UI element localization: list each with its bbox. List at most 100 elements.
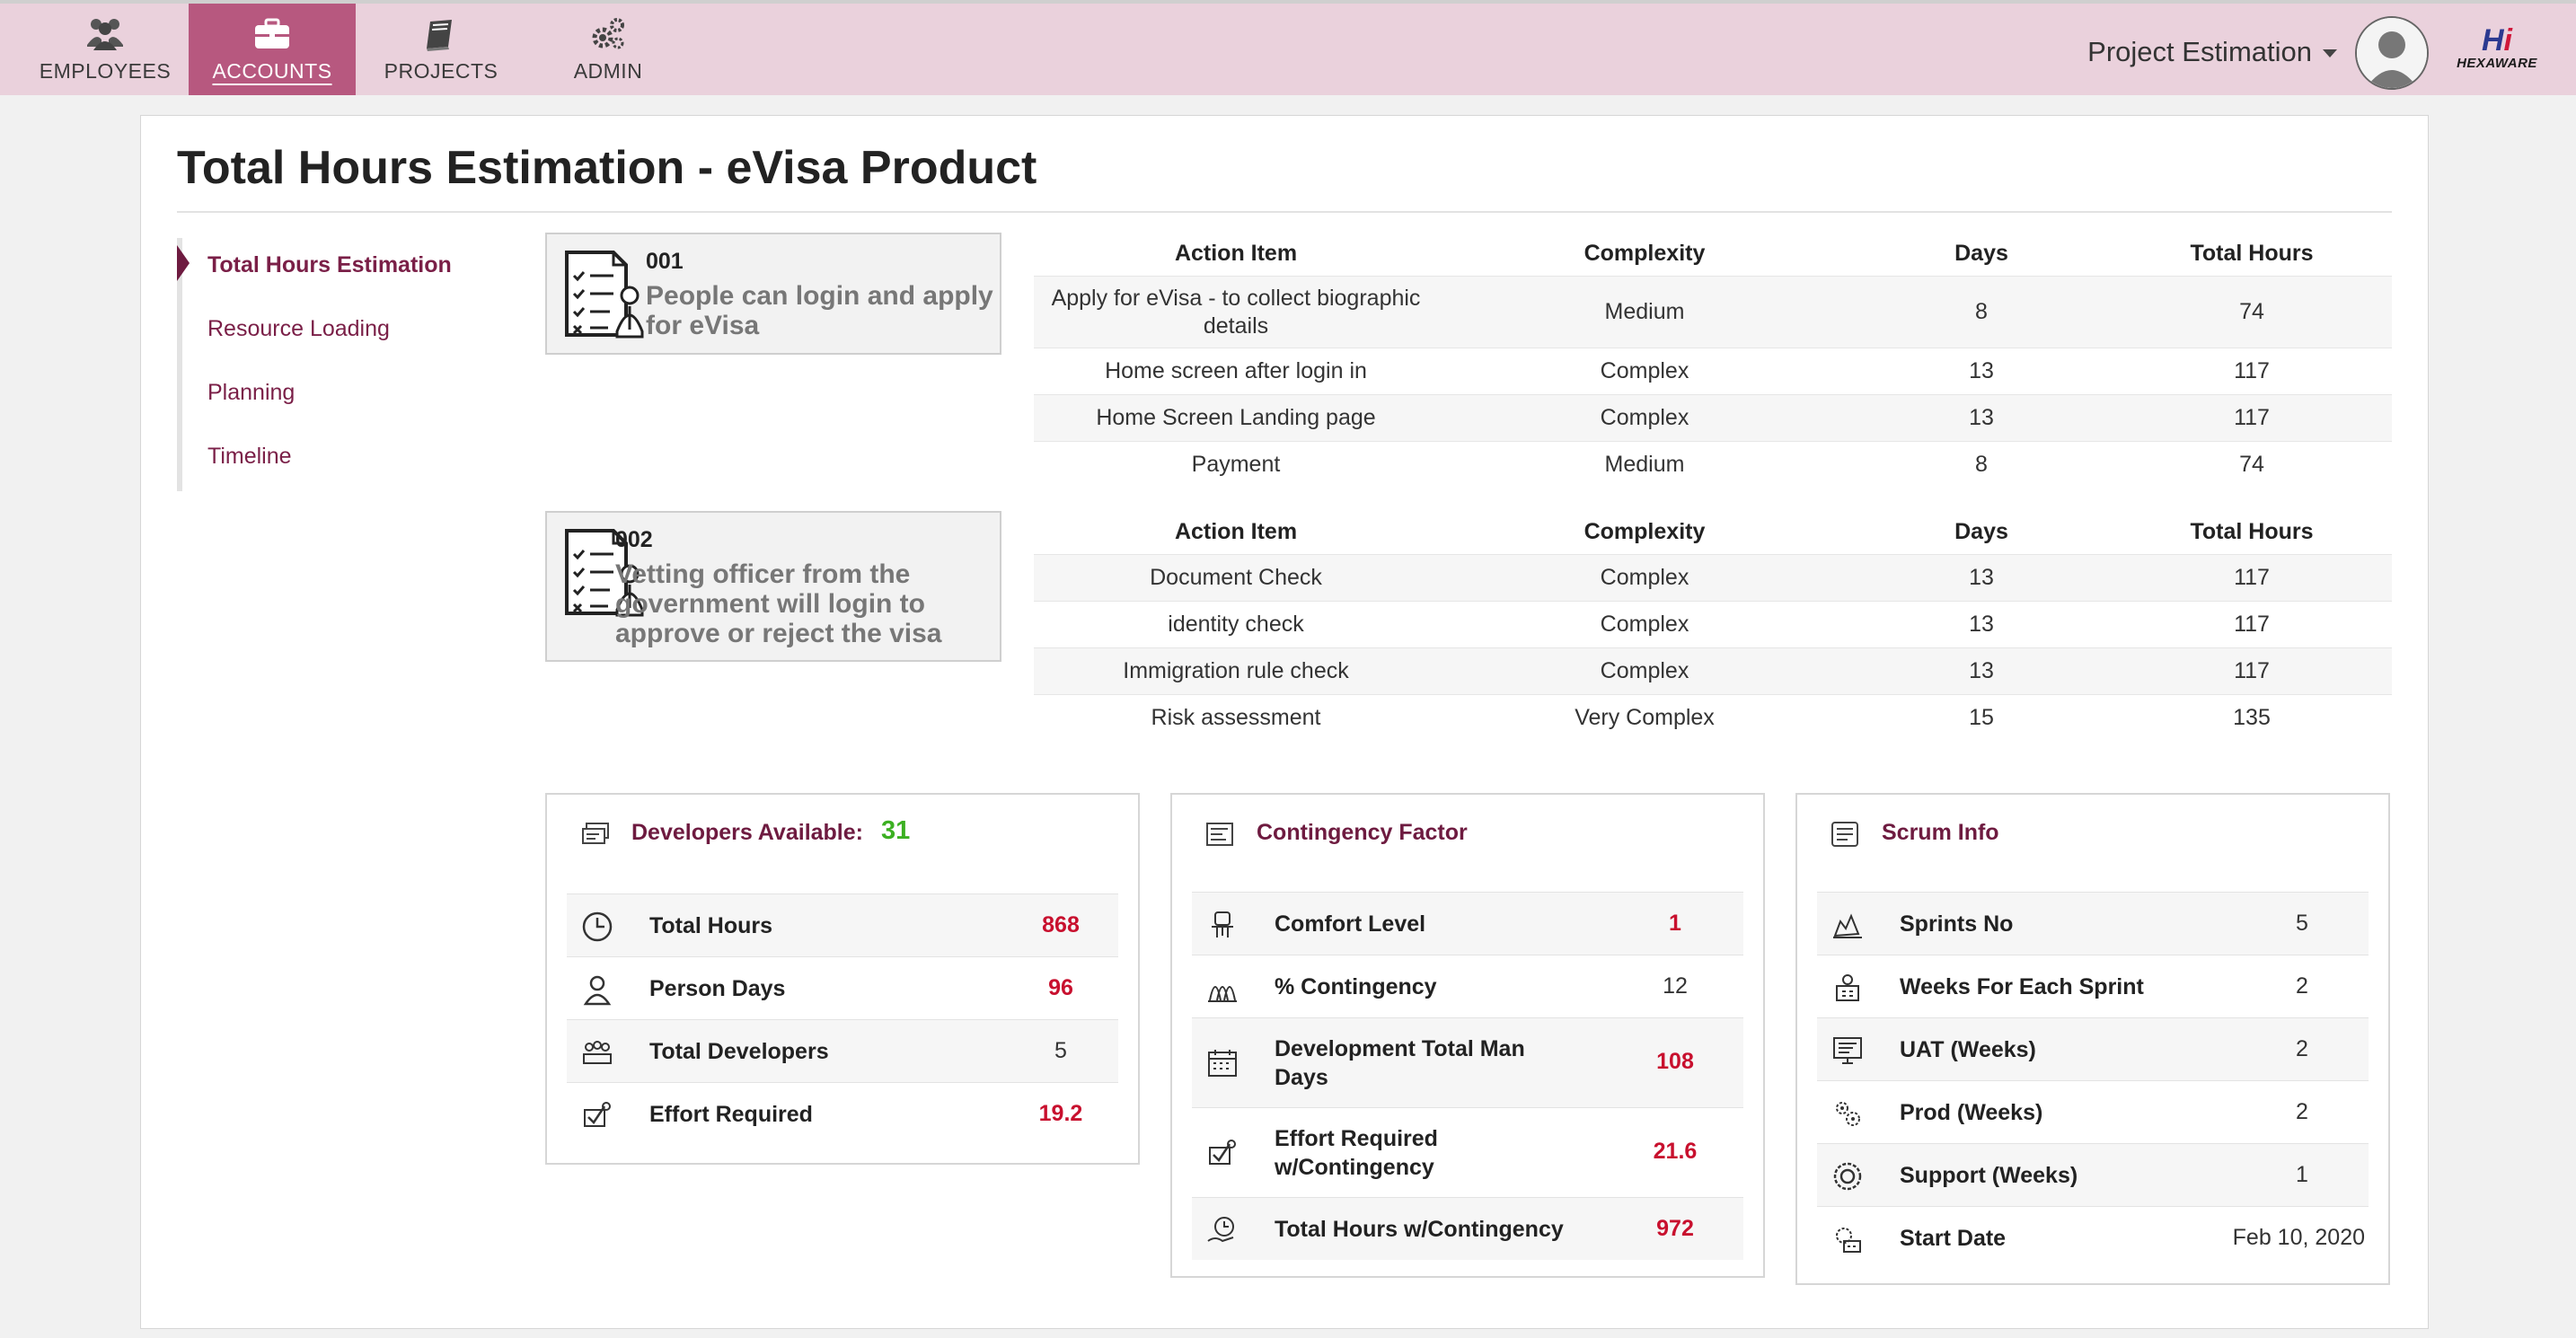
table-header-row: Action Item Complexity Days Total Hours (1034, 509, 2392, 555)
cell-action-item: Home screen after login in (1034, 348, 1438, 395)
cell-complexity: Very Complex (1438, 694, 1851, 742)
calendar-icon (1206, 1047, 1239, 1084)
row-label: Total Hours (649, 913, 773, 938)
list-item: Start Date Feb 10, 2020 (1817, 1206, 2369, 1269)
scenario-description: Vetting officer from the government will… (615, 559, 942, 648)
row-value: 5 (2296, 911, 2308, 936)
list-item: Prod (Weeks) 2 (1817, 1080, 2369, 1143)
cell-days: 8 (1851, 441, 2112, 489)
row-label: Start Date (1900, 1226, 2007, 1251)
col-header-complexity: Complexity (1584, 240, 1706, 266)
row-label: Support (Weeks) (1900, 1163, 2078, 1188)
table-row: Document Check Complex 13 117 (1034, 554, 2392, 602)
effort-icon (1206, 1137, 1239, 1174)
tab-accounts[interactable]: ACCOUNTS (189, 4, 356, 95)
cell-total-hours: 117 (2112, 394, 2392, 442)
row-label: Person Days (649, 976, 786, 1001)
weeks-icon (1831, 972, 1864, 1008)
cell-action-item: Document Check (1034, 554, 1438, 602)
title-divider (177, 211, 2392, 213)
developers-icon (579, 820, 612, 853)
col-header-days: Days (1954, 240, 2008, 266)
sidenav-item-resource-loading[interactable]: Resource Loading (207, 316, 390, 341)
row-value: 2 (2296, 1036, 2308, 1061)
row-label: Development Total Man Days (1275, 1036, 1525, 1090)
col-header-total-hours: Total Hours (2190, 518, 2314, 544)
row-value: 96 (1048, 975, 1073, 1000)
table-row: identity check Complex 13 117 (1034, 601, 2392, 648)
developers-available-value: 31 (881, 816, 911, 845)
scenario-number: 002 (615, 527, 653, 552)
cell-action-item: Immigration rule check (1034, 647, 1438, 695)
row-value: 19.2 (1038, 1101, 1083, 1126)
cell-action-item: Home Screen Landing page (1034, 394, 1438, 442)
table-row: Risk assessment Very Complex 15 135 (1034, 694, 2392, 742)
contingency-panel: Contingency Factor Comfort Level 1 % Con… (1170, 793, 1765, 1278)
user-avatar[interactable] (2355, 16, 2429, 90)
cell-action-item: Apply for eVisa - to collect biographic … (1034, 276, 1438, 348)
cell-complexity: Complex (1438, 601, 1851, 648)
table-row: Immigration rule check Complex 13 117 (1034, 647, 2392, 695)
list-item: Comfort Level 1 (1192, 892, 1743, 955)
list-item: % Contingency 12 (1192, 955, 1743, 1017)
list-item: UAT (Weeks) 2 (1817, 1017, 2369, 1080)
chair-icon (1206, 909, 1239, 946)
row-label: Total Developers (649, 1039, 829, 1064)
row-label: UAT (Weeks) (1900, 1037, 2036, 1062)
action-items-table-1: Action Item Complexity Days Total Hours … (1034, 231, 2392, 489)
table-row: Home screen after login in Complex 13 11… (1034, 348, 2392, 395)
row-value: 1 (1669, 911, 1681, 936)
sidenav-item-timeline[interactable]: Timeline (207, 444, 292, 469)
team-icon (581, 1036, 613, 1073)
list-item: Person Days 96 (567, 956, 1118, 1019)
scenario-description: People can login and apply for eVisa (646, 281, 993, 340)
row-label: Effort Required w/Contingency (1275, 1126, 1438, 1180)
tab-accounts-label: ACCOUNTS (212, 59, 332, 83)
cell-complexity: Complex (1438, 348, 1851, 395)
cell-days: 13 (1851, 348, 2112, 395)
tab-employees-label: EMPLOYEES (39, 59, 172, 83)
table-row: Apply for eVisa - to collect biographic … (1034, 276, 2392, 348)
tab-admin[interactable]: ADMIN (525, 4, 692, 95)
row-label: Prod (Weeks) (1900, 1100, 2043, 1125)
sprint-icon (1831, 909, 1864, 946)
row-label: Weeks For Each Sprint (1900, 974, 2144, 999)
col-header-action-item: Action Item (1174, 240, 1298, 266)
list-item: Total Hours 868 (567, 893, 1118, 956)
list-item: Total Hours w/Contingency 972 (1192, 1197, 1743, 1260)
scenario-card-002: 002 Vetting officer from the government … (545, 511, 1001, 662)
monitor-icon (1831, 1034, 1864, 1071)
support-icon (1831, 1160, 1864, 1197)
row-value: 12 (1663, 973, 1688, 999)
cell-complexity: Complex (1438, 554, 1851, 602)
sidenav-item-planning[interactable]: Planning (207, 380, 296, 405)
developers-panel: Developers Available: 31 Total Hours 868… (545, 793, 1140, 1165)
tab-employees[interactable]: EMPLOYEES (22, 4, 189, 95)
row-value: 5 (1054, 1038, 1067, 1063)
cell-days: 15 (1851, 694, 2112, 742)
scrum-info-title: Scrum Info (1882, 820, 1999, 845)
row-value: 21.6 (1653, 1139, 1698, 1164)
main-card: Total Hours Estimation - eVisa Product T… (140, 115, 2429, 1329)
project-selector-label: Project Estimation (2087, 36, 2312, 67)
tab-projects[interactable]: PROJECTS (357, 4, 525, 95)
cell-total-hours: 117 (2112, 554, 2392, 602)
list-item: Sprints No 5 (1817, 892, 2369, 955)
cell-total-hours: 117 (2112, 601, 2392, 648)
clock-icon (581, 911, 613, 947)
project-selector[interactable]: Project Estimation (2087, 36, 2337, 68)
cell-total-hours: 74 (2112, 276, 2392, 348)
row-value: 108 (1656, 1049, 1694, 1074)
chart-icon (1206, 972, 1239, 1008)
page-title: Total Hours Estimation - eVisa Product (177, 142, 1037, 194)
hours-icon (1206, 1214, 1239, 1251)
cell-total-hours: 117 (2112, 348, 2392, 395)
tab-admin-label: ADMIN (573, 59, 643, 83)
col-header-complexity: Complexity (1584, 518, 1706, 544)
cell-action-item: identity check (1034, 601, 1438, 648)
col-header-days: Days (1954, 518, 2008, 544)
row-label: Total Hours w/Contingency (1275, 1217, 1564, 1242)
checklist-document-icon (563, 249, 649, 343)
action-items-table-2: Action Item Complexity Days Total Hours … (1034, 509, 2392, 742)
sidenav-item-total-hours[interactable]: Total Hours Estimation (207, 252, 452, 277)
